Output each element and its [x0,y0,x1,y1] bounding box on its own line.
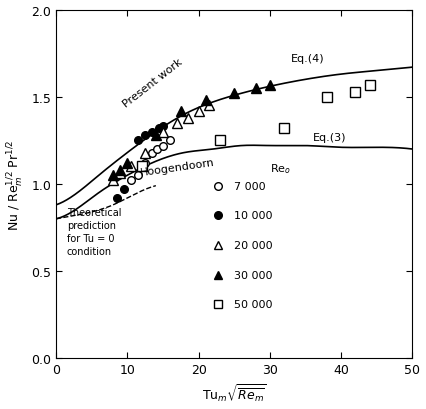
Text: Theoretical
prediction
for Tu = 0
condition: Theoretical prediction for Tu = 0 condit… [67,207,121,256]
Text: 10 000: 10 000 [234,211,273,221]
Text: 30 000: 30 000 [234,270,273,280]
Text: Re$_o$: Re$_o$ [270,162,291,176]
Text: Eq.(3): Eq.(3) [313,133,346,142]
Text: 7 000: 7 000 [234,181,266,191]
Y-axis label: Nu / Re$_m^{1/2}$ Pr$^{1/2}$: Nu / Re$_m^{1/2}$ Pr$^{1/2}$ [6,139,26,230]
Text: 50 000: 50 000 [234,299,273,310]
Text: 20 000: 20 000 [234,240,273,250]
Text: Hoogendoorn: Hoogendoorn [139,157,215,177]
X-axis label: Tu$_m\sqrt{\overline{Re_m}}$: Tu$_m\sqrt{\overline{Re_m}}$ [202,382,267,403]
Text: Present work: Present work [121,57,184,110]
Text: Eq.(4): Eq.(4) [291,54,325,64]
